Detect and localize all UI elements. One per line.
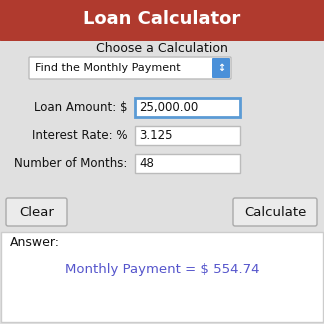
Text: Loan Calculator: Loan Calculator: [83, 10, 241, 28]
Text: Monthly Payment = $ 554.74: Monthly Payment = $ 554.74: [65, 263, 259, 276]
Text: Interest Rate: %: Interest Rate: %: [31, 129, 127, 142]
Text: Clear: Clear: [19, 205, 54, 218]
FancyBboxPatch shape: [212, 58, 230, 78]
Bar: [1, 28, 323, 40]
FancyBboxPatch shape: [233, 198, 317, 226]
FancyBboxPatch shape: [135, 126, 240, 145]
FancyBboxPatch shape: [6, 198, 67, 226]
FancyBboxPatch shape: [135, 154, 240, 173]
Text: Choose a Calculation: Choose a Calculation: [96, 41, 228, 54]
Text: 3.125: 3.125: [139, 129, 172, 142]
Text: Loan Amount: $: Loan Amount: $: [33, 101, 127, 114]
Bar: [1, 232, 323, 322]
Text: ↕: ↕: [217, 63, 225, 73]
Text: Number of Months:: Number of Months:: [14, 157, 127, 170]
Text: 25,000.00: 25,000.00: [139, 101, 198, 114]
Text: 48: 48: [139, 157, 154, 170]
Text: Calculate: Calculate: [244, 205, 306, 218]
FancyBboxPatch shape: [0, 0, 324, 41]
Text: Answer:: Answer:: [10, 236, 60, 249]
FancyBboxPatch shape: [135, 98, 240, 117]
FancyBboxPatch shape: [29, 57, 231, 79]
Text: Find the Monthly Payment: Find the Monthly Payment: [35, 63, 180, 73]
